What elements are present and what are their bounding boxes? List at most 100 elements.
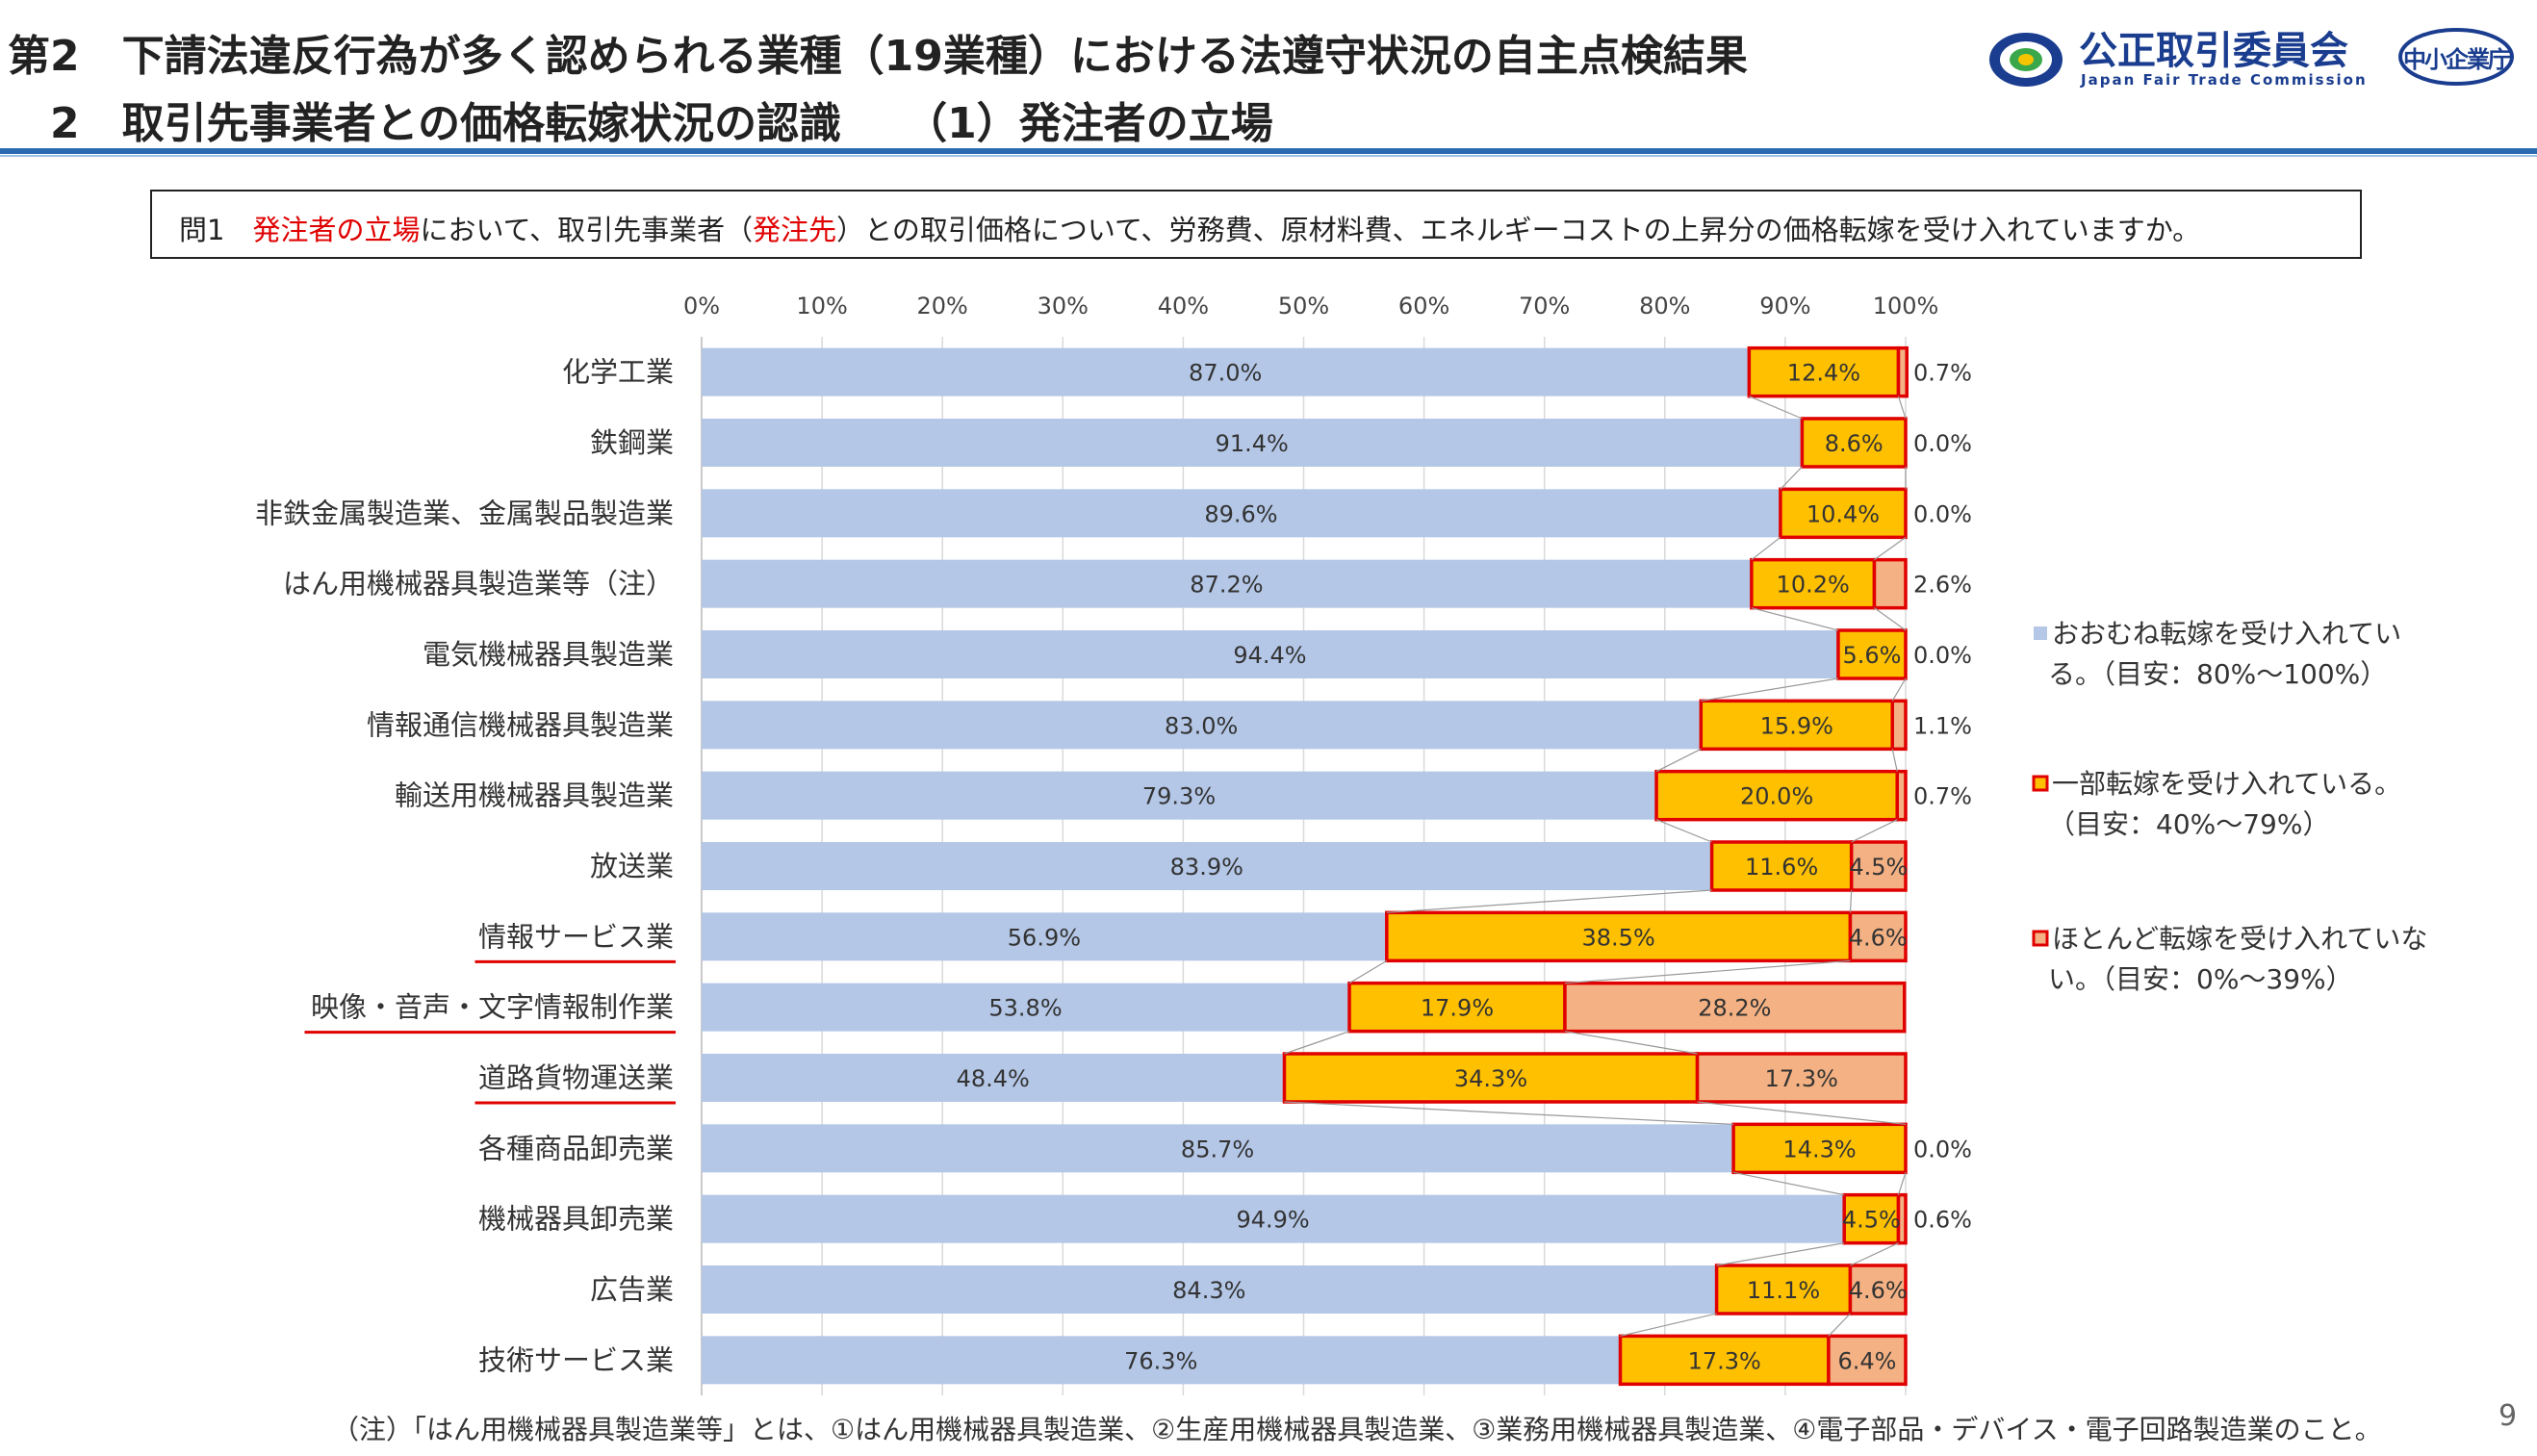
data-label: 0.0%	[1913, 642, 1972, 669]
header-divider-thin	[0, 155, 2537, 157]
data-label: 8.6%	[1825, 430, 1884, 457]
data-label: 87.2%	[1190, 572, 1263, 599]
data-label: 4.6%	[1849, 924, 1908, 951]
legend-label: おおむね転嫁を受け入れてい	[2052, 618, 2401, 650]
data-label: 17.3%	[1765, 1065, 1838, 1092]
series-connector-line	[1891, 749, 1898, 772]
bar-segment	[702, 1194, 1845, 1243]
series-connector-line	[1828, 1313, 1851, 1337]
bar-segment	[702, 347, 1750, 396]
category-label: 情報通信機械器具製造業	[367, 708, 674, 741]
x-tick-label: 10%	[796, 293, 847, 319]
bar-segment	[1800, 417, 1908, 469]
category-label: 非鉄金属製造業、金属製品製造業	[255, 497, 674, 529]
x-tick-label: 90%	[1759, 293, 1810, 319]
bar-segment	[1895, 769, 1908, 822]
x-tick-label: 60%	[1398, 293, 1449, 319]
x-tick-label: 30%	[1038, 293, 1089, 319]
bar-segment	[702, 701, 1702, 750]
x-tick-label: 0%	[683, 293, 720, 319]
page-title: 第2 下請法違反行為が多く認められる業種（19業種）における法遵守状況の自主点検…	[8, 32, 1748, 81]
jftc-english-name: Japan Fair Trade Commission	[2081, 71, 2368, 89]
data-label: 87.0%	[1189, 360, 1262, 387]
x-tick-label: 50%	[1278, 293, 1329, 319]
category-label: 道路貨物運送業	[478, 1061, 674, 1094]
series-connector-line	[1348, 959, 1388, 984]
bar-segment	[1747, 345, 1901, 398]
data-label: 4.5%	[1842, 1207, 1901, 1234]
bar-segment	[1872, 557, 1908, 610]
bar-segment	[1849, 840, 1908, 892]
data-label: 56.9%	[1008, 924, 1081, 951]
data-label: 4.6%	[1849, 1277, 1908, 1304]
legend-swatch	[2034, 626, 2047, 640]
series-connector-line	[1850, 1242, 1899, 1266]
legend-label: る。（目安：80%～100%）	[2048, 658, 2387, 690]
bar-segment	[1827, 1334, 1908, 1387]
category-label: はん用機械器具製造業等（注）	[283, 568, 674, 600]
jftc-emblem-icon	[1989, 33, 2063, 87]
data-label: 17.9%	[1421, 995, 1494, 1022]
question-text: 問1 発注者の立場において、取引先事業者（発注先）との取引価格について、労務費、…	[179, 208, 2200, 248]
series-connector-line	[1386, 889, 1712, 913]
data-label: 4.5%	[1849, 854, 1908, 881]
series-connector-line	[1780, 466, 1803, 490]
category-label: 各種商品卸売業	[478, 1132, 674, 1164]
x-tick-label: 20%	[917, 293, 968, 319]
data-label: 0.0%	[1913, 500, 1972, 527]
series-connector-line	[1655, 819, 1712, 843]
data-label: 89.6%	[1204, 500, 1277, 527]
legend-swatch	[2032, 930, 2049, 947]
data-label: 84.3%	[1172, 1277, 1245, 1304]
x-tick-label: 70%	[1519, 293, 1570, 319]
category-label: 映像・音声・文字情報制作業	[311, 991, 674, 1024]
category-label: 技術サービス業	[478, 1343, 674, 1376]
data-label: 20.0%	[1740, 783, 1813, 810]
bar-segment	[1896, 1192, 1908, 1245]
legend-label: い。（目安：0%～39%）	[2048, 963, 2353, 995]
category-label: 機械器具卸売業	[478, 1203, 674, 1236]
bar-segment	[1563, 981, 1907, 1034]
category-label: 鉄鋼業	[590, 426, 674, 459]
data-label: 1.1%	[1913, 712, 1972, 739]
bar-segment	[702, 912, 1387, 961]
jftc-name: 公正取引委員会	[2079, 29, 2348, 73]
data-label: 0.6%	[1913, 1207, 1972, 1234]
page-number: 9	[2499, 1399, 2518, 1433]
bar-segment	[1654, 769, 1899, 822]
bar-segment	[702, 1054, 1285, 1102]
data-label: 0.7%	[1913, 783, 1972, 810]
data-label: 38.5%	[1582, 924, 1655, 951]
question-text-part1: において、取引先事業者（	[420, 214, 754, 246]
data-label: 2.6%	[1913, 572, 1972, 599]
bar-segment	[1695, 1052, 1908, 1104]
data-label: 79.3%	[1142, 783, 1216, 810]
legend-label: （目安：40%～79%）	[2048, 808, 2329, 840]
series-connector-line	[1897, 396, 1907, 420]
bar-segment	[702, 842, 1712, 890]
data-label: 0.0%	[1913, 1136, 1972, 1162]
bar-segment	[702, 983, 1350, 1032]
series-connector-line	[1284, 1031, 1350, 1055]
series-connector-line	[1284, 1101, 1734, 1125]
bar-segment	[702, 559, 1752, 608]
header-divider	[0, 148, 2537, 154]
category-label: 放送業	[590, 850, 674, 882]
data-label: 11.1%	[1747, 1277, 1820, 1304]
series-connector-line	[1732, 1171, 1845, 1196]
data-label: 10.4%	[1807, 500, 1880, 527]
category-label: 広告業	[590, 1273, 674, 1306]
bar-segment	[1282, 1052, 1700, 1104]
category-label: 電気機械器具製造業	[423, 638, 674, 671]
bar-segment	[1714, 1264, 1853, 1316]
data-label: 91.4%	[1216, 430, 1289, 457]
data-label: 34.3%	[1454, 1065, 1527, 1092]
category-label: 化学工業	[562, 356, 674, 389]
data-label: 6.4%	[1837, 1347, 1896, 1374]
bar-segment	[1848, 910, 1908, 963]
data-label: 53.8%	[988, 995, 1062, 1022]
data-label: 83.9%	[1170, 854, 1243, 881]
series-connector-line	[1749, 396, 1803, 420]
series-connector-line	[1751, 536, 1781, 561]
question-prefix: 問1	[179, 214, 253, 246]
